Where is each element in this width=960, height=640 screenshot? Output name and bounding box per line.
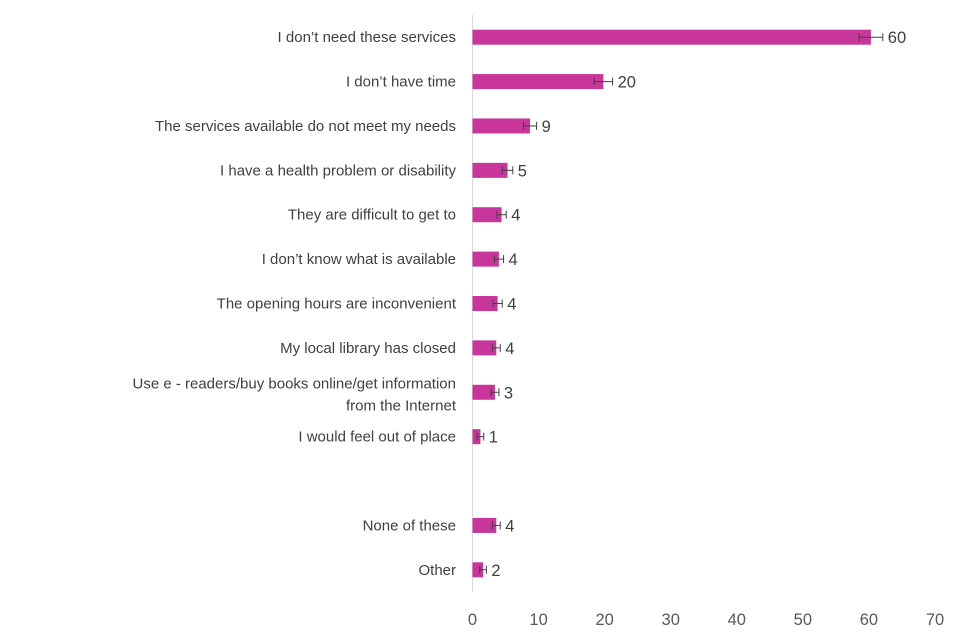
category-label: The services available do not meet my ne… xyxy=(155,118,456,135)
data-label: 1 xyxy=(489,429,498,447)
x-tick-label: 70 xyxy=(926,611,944,629)
x-tick-label: 0 xyxy=(468,611,477,629)
error-bar xyxy=(479,565,487,574)
error-bar xyxy=(522,121,538,130)
category-label: I would feel out of place xyxy=(298,429,456,446)
bar xyxy=(472,118,530,134)
category-label: The opening hours are inconvenient xyxy=(217,296,457,313)
data-labels: 60 20 9 5 4 4 4 4 3 1 4 2 xyxy=(489,29,906,580)
data-label: 9 xyxy=(542,118,551,136)
data-label: 4 xyxy=(505,517,514,535)
category-labels: I don’t need these services I don’t have … xyxy=(132,29,456,579)
bar xyxy=(472,340,497,356)
x-axis-tick-labels: 0 10 20 30 40 50 60 70 xyxy=(468,611,944,629)
error-bar xyxy=(858,33,884,42)
category-label: None of these xyxy=(363,517,456,534)
error-bar xyxy=(492,299,503,308)
category-label: I don’t have time xyxy=(346,74,456,91)
bar xyxy=(472,251,499,267)
x-tick-label: 10 xyxy=(529,611,547,629)
bar xyxy=(472,162,508,178)
data-label: 20 xyxy=(618,74,636,92)
bar xyxy=(472,29,871,45)
error-bar xyxy=(493,255,505,264)
data-label: 4 xyxy=(507,296,516,314)
data-label: 60 xyxy=(888,29,906,47)
x-tick-label: 20 xyxy=(595,611,613,629)
bar xyxy=(472,429,481,445)
bar xyxy=(472,517,497,533)
error-bar xyxy=(491,343,501,352)
category-label: Other xyxy=(418,562,456,579)
x-tick-label: 40 xyxy=(728,611,746,629)
error-bar xyxy=(496,210,507,219)
category-label: My local library has closed xyxy=(280,340,456,357)
data-label: 5 xyxy=(518,162,527,180)
data-label: 2 xyxy=(491,562,500,580)
category-label: I don’t know what is available xyxy=(262,251,456,268)
error-bar xyxy=(490,388,500,397)
error-bar xyxy=(476,432,485,441)
x-tick-label: 30 xyxy=(662,611,680,629)
error-bar xyxy=(593,77,614,86)
category-label: I don’t need these services xyxy=(278,29,456,46)
data-label: 4 xyxy=(505,340,514,358)
error-bar xyxy=(491,521,501,530)
bar xyxy=(472,384,495,400)
x-tick-label: 60 xyxy=(860,611,878,629)
bar xyxy=(472,74,604,90)
bar xyxy=(472,207,502,223)
data-label: 4 xyxy=(509,251,518,269)
category-label: They are difficult to get to xyxy=(288,207,456,224)
data-label: 3 xyxy=(504,384,513,402)
error-bars xyxy=(476,33,884,574)
bar xyxy=(472,296,498,311)
bars xyxy=(472,29,871,578)
error-bar xyxy=(501,166,514,175)
bar xyxy=(472,562,484,578)
x-tick-label: 50 xyxy=(794,611,812,629)
category-label: I have a health problem or disability xyxy=(220,162,456,179)
data-label: 4 xyxy=(511,207,520,225)
category-label: Use e - readers/buy books online/get inf… xyxy=(132,375,456,414)
